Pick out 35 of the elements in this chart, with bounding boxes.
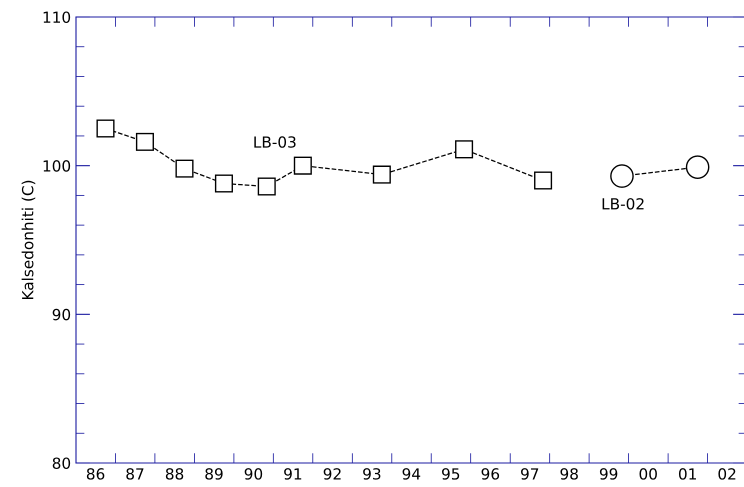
- x-tick-label: 99: [600, 468, 618, 480]
- x-tick-label: 97: [521, 468, 538, 480]
- x-tick-label: 94: [402, 468, 420, 480]
- x-tick-label: 95: [442, 468, 460, 480]
- point: [96, 119, 115, 138]
- point: [214, 174, 233, 193]
- point: [534, 172, 552, 190]
- y-tick-label: 100: [44, 160, 70, 172]
- point: [686, 155, 710, 179]
- point: [610, 164, 634, 188]
- y-tick-label: 110: [44, 11, 70, 24]
- x-tick-label: 90: [244, 468, 262, 480]
- x-tick-label: 96: [482, 468, 500, 480]
- x-tick-label: 92: [324, 468, 341, 480]
- x-tick-label: 88: [166, 468, 184, 480]
- point: [294, 156, 312, 175]
- y-tick-label: 80: [52, 457, 70, 470]
- x-tick-label: 01: [678, 468, 696, 480]
- x-tick-label: 98: [560, 468, 578, 480]
- x-tick-label: 86: [86, 468, 104, 480]
- x-tick-label: 91: [284, 468, 302, 480]
- point: [258, 177, 276, 196]
- series-label: LB-02: [602, 198, 644, 210]
- y-axis-title: Kalsedonhiti (C): [22, 180, 36, 300]
- y-tick-label: 90: [52, 308, 70, 320]
- point: [175, 160, 194, 178]
- point: [455, 140, 474, 158]
- x-tick-label: 87: [126, 468, 144, 480]
- x-tick-label: 02: [718, 468, 736, 480]
- x-tick-label: 00: [640, 468, 657, 480]
- point: [372, 166, 391, 184]
- series-label: LB-03: [254, 136, 296, 148]
- x-tick-label: 93: [363, 468, 380, 480]
- x-tick-label: 89: [205, 468, 223, 480]
- point: [136, 132, 154, 151]
